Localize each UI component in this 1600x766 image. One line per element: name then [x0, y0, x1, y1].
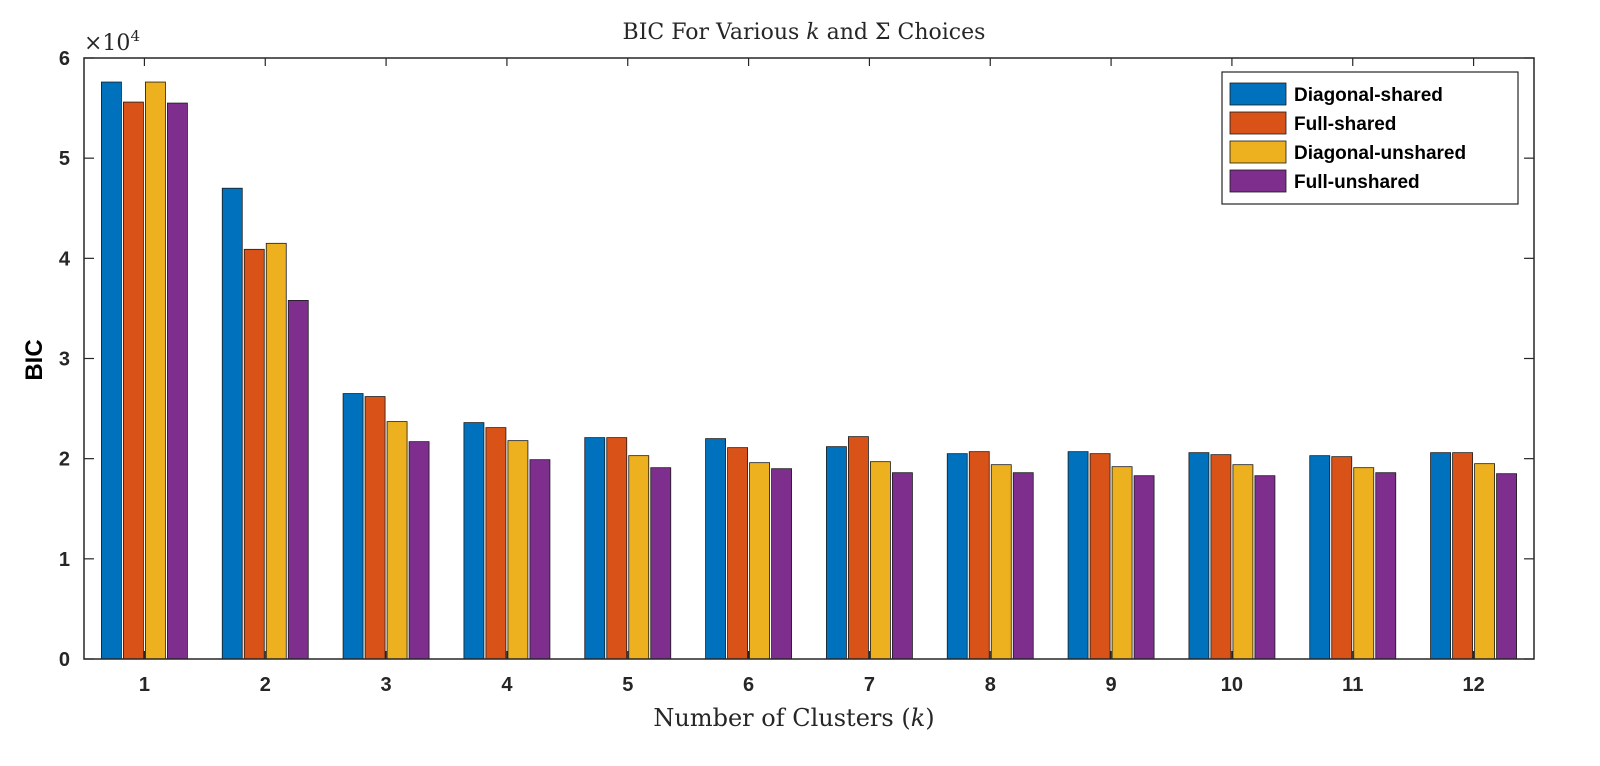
- bar-full-shared-k11: [1331, 456, 1353, 660]
- x-tick-label-8: 8: [985, 674, 996, 696]
- bar-full-unshared-k8: [1012, 472, 1034, 660]
- chart-title: BIC For Various k and Σ Choices: [623, 20, 986, 45]
- bar-diagonal-shared-k10: [1188, 452, 1210, 660]
- x-tick-label-10: 10: [1221, 674, 1243, 696]
- bar-full-unshared-k10: [1254, 475, 1276, 660]
- y-tick-label-4: 4: [59, 248, 71, 270]
- bar-diagonal-unshared-k4: [507, 440, 529, 660]
- bar-diagonal-unshared-k10: [1232, 464, 1254, 660]
- bar-full-shared-k3: [364, 396, 386, 660]
- bar-full-unshared-k2: [287, 299, 309, 660]
- legend-swatch-full-unshared: [1229, 169, 1287, 193]
- legend-label-full-shared: Full-shared: [1294, 114, 1396, 135]
- bar-full-unshared-k1: [167, 102, 188, 660]
- y-tick-label-3: 3: [59, 349, 70, 371]
- y-exponent-label: ×104: [84, 27, 140, 56]
- legend-label-diagonal-shared: Diagonal-shared: [1294, 85, 1443, 106]
- y-axis-title: BIC: [21, 339, 48, 380]
- y-tick-label-0: 0: [59, 649, 70, 671]
- y-tick-label-6: 6: [59, 48, 70, 70]
- bar-diagonal-shared-k12: [1430, 452, 1451, 660]
- bar-full-unshared-k3: [408, 441, 430, 660]
- y-tick-label-2: 2: [59, 449, 70, 471]
- bar-diagonal-shared-k4: [463, 422, 485, 660]
- legend: Diagonal-shared Full-shared Diagonal-unsha…: [1221, 71, 1519, 205]
- bar-diagonal-unshared-k12: [1474, 463, 1495, 660]
- x-tick-label-3: 3: [381, 674, 392, 696]
- bar-diagonal-unshared-k7: [870, 461, 891, 660]
- x-tick-label-9: 9: [1106, 674, 1117, 696]
- x-tick-label-5: 5: [622, 674, 633, 696]
- bar-diagonal-unshared-k6: [749, 462, 770, 660]
- bar-diagonal-shared-k6: [705, 438, 726, 660]
- bar-full-shared-k9: [1089, 453, 1111, 660]
- bar-diagonal-shared-k5: [584, 437, 606, 660]
- bar-full-shared-k7: [848, 436, 869, 660]
- legend-swatch-diagonal-unshared: [1229, 140, 1287, 164]
- bar-diagonal-unshared-k5: [628, 455, 650, 660]
- bar-full-shared-k6: [727, 447, 748, 660]
- bar-full-shared-k1: [123, 101, 144, 660]
- bar-full-shared-k8: [968, 451, 990, 660]
- bar-full-shared-k12: [1452, 452, 1473, 660]
- bar-diagonal-unshared-k3: [386, 421, 408, 660]
- bar-full-unshared-k11: [1375, 472, 1397, 660]
- bar-full-shared-k2: [243, 248, 265, 660]
- x-tick-label-11: 11: [1342, 674, 1363, 696]
- bar-full-shared-k10: [1210, 454, 1232, 660]
- bar-diagonal-unshared-k8: [990, 464, 1012, 660]
- bar-diagonal-shared-k11: [1309, 455, 1331, 660]
- bar-diagonal-unshared-k11: [1353, 467, 1375, 660]
- bar-diagonal-shared-k9: [1067, 451, 1089, 660]
- x-axis-title: Number of Clusters (k): [653, 704, 934, 732]
- bar-full-unshared-k12: [1496, 473, 1517, 660]
- legend-label-full-unshared: Full-unshared: [1294, 172, 1420, 193]
- bar-diagonal-shared-k2: [221, 187, 243, 660]
- x-tick-label-6: 6: [743, 674, 754, 696]
- bar-full-unshared-k6: [771, 468, 792, 660]
- y-tick-label-1: 1: [59, 549, 70, 571]
- bar-full-shared-k5: [606, 437, 628, 660]
- x-tick-label-12: 12: [1462, 674, 1484, 696]
- bar-diagonal-unshared-k1: [145, 81, 166, 660]
- x-tick-label-7: 7: [864, 674, 875, 696]
- bar-diagonal-unshared-k9: [1111, 466, 1133, 660]
- legend-swatch-diagonal-shared: [1229, 82, 1287, 106]
- bar-full-unshared-k7: [892, 472, 913, 660]
- legend-swatch-full-shared: [1229, 111, 1287, 135]
- bar-diagonal-shared-k3: [342, 393, 364, 660]
- bar-diagonal-shared-k7: [826, 446, 847, 660]
- y-tick-label-5: 5: [59, 148, 70, 170]
- bar-full-unshared-k5: [650, 467, 672, 660]
- legend-label-diagonal-unshared: Diagonal-unshared: [1294, 143, 1466, 164]
- bar-full-shared-k4: [485, 427, 507, 660]
- plot-frame: [83, 57, 1535, 660]
- x-tick-label-4: 4: [501, 674, 513, 696]
- bar-full-unshared-k4: [529, 459, 551, 660]
- x-tick-label-1: 1: [139, 674, 150, 696]
- bar-full-unshared-k9: [1133, 475, 1155, 660]
- bar-diagonal-unshared-k2: [265, 242, 287, 660]
- bar-diagonal-shared-k8: [946, 453, 968, 660]
- x-tick-label-2: 2: [260, 674, 271, 696]
- bar-diagonal-shared-k1: [101, 81, 122, 660]
